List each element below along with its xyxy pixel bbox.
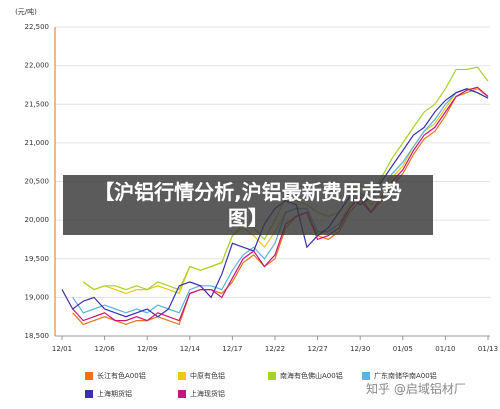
y-tick-label: 20,500 <box>25 178 50 186</box>
x-tick-label: 12/14 <box>180 345 201 353</box>
y-tick-label: 18,500 <box>25 332 50 340</box>
x-tick-label: 12/01 <box>52 345 72 353</box>
y-tick-label: 22,500 <box>25 23 50 31</box>
x-tick-label: 12/27 <box>308 345 328 353</box>
y-tick-label: 19,500 <box>25 255 50 263</box>
y-tick-label: 20,000 <box>25 216 50 224</box>
y-tick-label: 19,000 <box>25 293 50 301</box>
legend-label: 上海期货铝 <box>97 389 132 398</box>
x-tick-label: 01/10 <box>435 345 455 353</box>
legend-label: 上海现货铝 <box>190 389 225 398</box>
y-axis-label: (元/吨) <box>15 7 37 16</box>
legend-swatch <box>85 390 93 398</box>
y-tick-label: 21,500 <box>25 100 50 108</box>
title-banner: 【沪铝行情分析,沪铝最新费用走势图】 <box>63 175 433 235</box>
legend-swatch <box>268 372 276 380</box>
x-tick-label: 12/22 <box>265 345 285 353</box>
legend-label: 中原有色铝 <box>190 371 225 380</box>
legend-label: 南海有色佛山A00铝 <box>280 371 343 380</box>
x-tick-label: 01/13 <box>478 345 498 353</box>
series-line <box>72 88 489 326</box>
watermark: 知乎 @启域铝材厂 <box>366 382 466 396</box>
y-tick-label: 22,000 <box>25 62 50 70</box>
x-tick-label: 12/06 <box>95 345 116 353</box>
legend-swatch <box>85 372 93 380</box>
x-tick-label: 01/05 <box>393 345 413 353</box>
legend-label: 长江有色A00铝 <box>97 371 146 380</box>
x-tick-label: 12/30 <box>350 345 370 353</box>
series-line <box>72 86 489 322</box>
legend-label: 广东南储华南A00铝 <box>374 371 437 380</box>
x-tick-label: 12/09 <box>137 345 157 353</box>
y-tick-label: 21,000 <box>25 139 50 147</box>
legend-swatch <box>178 372 186 380</box>
x-tick-label: 12/17 <box>222 345 242 353</box>
legend-swatch <box>362 372 370 380</box>
legend-swatch <box>178 390 186 398</box>
